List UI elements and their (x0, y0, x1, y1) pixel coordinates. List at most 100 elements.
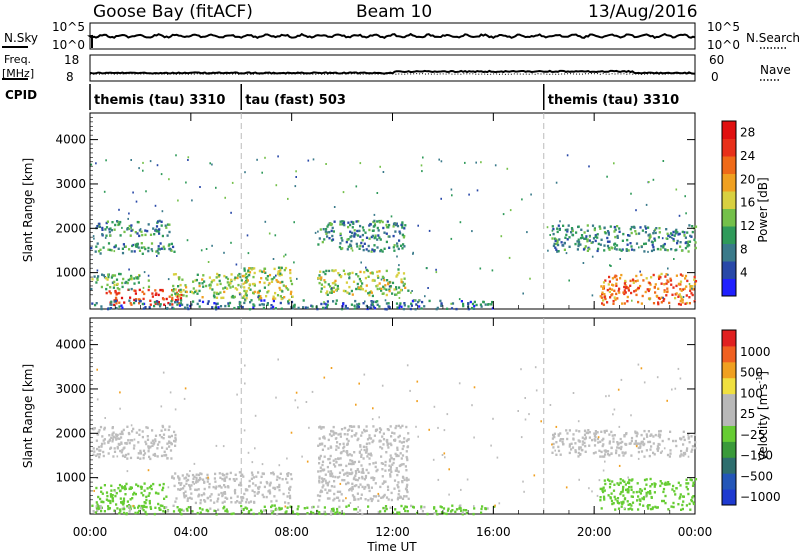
velocity-cell (378, 431, 382, 434)
power-cell (667, 280, 670, 284)
velocity-cell (617, 388, 620, 391)
velocity-cell (384, 469, 387, 472)
velocity-cell (135, 483, 138, 486)
power-cell (400, 223, 403, 227)
velocity-cell (622, 500, 625, 503)
velocity-cell (191, 510, 194, 513)
velocity-cell (153, 452, 156, 456)
power-cell (243, 295, 246, 298)
power-cell (249, 288, 252, 291)
velocity-cell (630, 414, 632, 417)
velocity-cell (335, 445, 338, 448)
velocity-cell (98, 449, 101, 452)
velocity-cell (619, 478, 622, 481)
power-cell (641, 229, 644, 232)
power-cell (140, 246, 143, 249)
power-cell (156, 302, 159, 306)
power-cell (332, 269, 335, 273)
power-cell (254, 284, 256, 287)
power-cell (396, 224, 400, 228)
velocity-cell (645, 449, 648, 452)
power-cell (607, 231, 610, 234)
velocity-cell (219, 476, 222, 479)
velocity-cell (286, 495, 289, 498)
power-cell (688, 240, 692, 243)
velocity-cell (679, 377, 682, 380)
velocity-cell (649, 434, 652, 437)
velocity-cell (562, 442, 565, 446)
power-cell (136, 277, 139, 280)
power-cell (325, 228, 328, 231)
velocity-cell (458, 507, 461, 510)
power-cell (109, 292, 112, 295)
velocity-cell (272, 510, 275, 513)
velocity-cell (405, 485, 408, 488)
velocity-cell (97, 495, 100, 499)
power-cell (217, 292, 220, 296)
velocity-cell (272, 471, 275, 474)
power-cell (243, 301, 246, 305)
power-cell (281, 290, 284, 293)
power-cell (627, 234, 630, 237)
power-cell (600, 296, 603, 299)
power-cell (116, 287, 119, 290)
power-cell (362, 229, 365, 232)
power-cell (323, 285, 326, 289)
velocity-cell (608, 440, 611, 443)
velocity-cell (264, 509, 267, 512)
velocity-cell (362, 457, 365, 460)
power-cell (163, 247, 166, 251)
velocity-cell (122, 486, 125, 489)
power-cell (391, 292, 394, 295)
velocity-cell (566, 432, 569, 435)
power-cell (679, 280, 683, 283)
power-cell (106, 283, 109, 287)
power-cell (602, 281, 606, 284)
velocity-cell (323, 506, 326, 509)
power-cell (262, 306, 265, 310)
power-cell (340, 236, 343, 240)
velocity-cell (136, 511, 140, 514)
velocity-cell (310, 510, 313, 514)
velocity-cell (524, 418, 527, 421)
velocity-cell (612, 413, 614, 416)
velocity-cell (619, 447, 623, 451)
power-cell (669, 279, 673, 282)
power-cell (345, 281, 348, 284)
velocity-cell (306, 460, 309, 463)
velocity-cell (364, 476, 367, 479)
velocity-cell (114, 490, 117, 493)
velocity-cell (407, 497, 410, 500)
power-cell (593, 228, 596, 232)
power-cell (95, 281, 98, 284)
velocity-cell (296, 512, 299, 515)
velocity-cell (405, 425, 408, 429)
velocity-cell (214, 480, 217, 483)
velocity-cell (629, 503, 632, 506)
power-cell (641, 294, 644, 298)
velocity-cell (657, 446, 660, 450)
velocity-cell (238, 471, 241, 474)
velocity-cell (332, 459, 335, 462)
power-cell (380, 289, 383, 292)
velocity-cell (412, 505, 415, 509)
velocity-cell (447, 507, 450, 510)
colorbar-swatch (722, 226, 736, 244)
velocity-cell (163, 450, 166, 453)
power-cell (357, 275, 360, 278)
velocity-cell (196, 480, 199, 483)
power-cell (400, 305, 403, 308)
power-cell (596, 233, 599, 236)
power-cell (136, 245, 139, 248)
velocity-cell (369, 437, 373, 440)
velocity-cell (587, 429, 590, 432)
power-cell (114, 291, 117, 294)
velocity-cell (619, 441, 622, 445)
power-cell (361, 233, 364, 237)
power-cell (101, 226, 104, 230)
velocity-cell (233, 489, 236, 493)
velocity-cell (242, 508, 245, 512)
power-cell (407, 305, 410, 308)
velocity-cell (401, 497, 405, 500)
power-cell (675, 188, 678, 191)
